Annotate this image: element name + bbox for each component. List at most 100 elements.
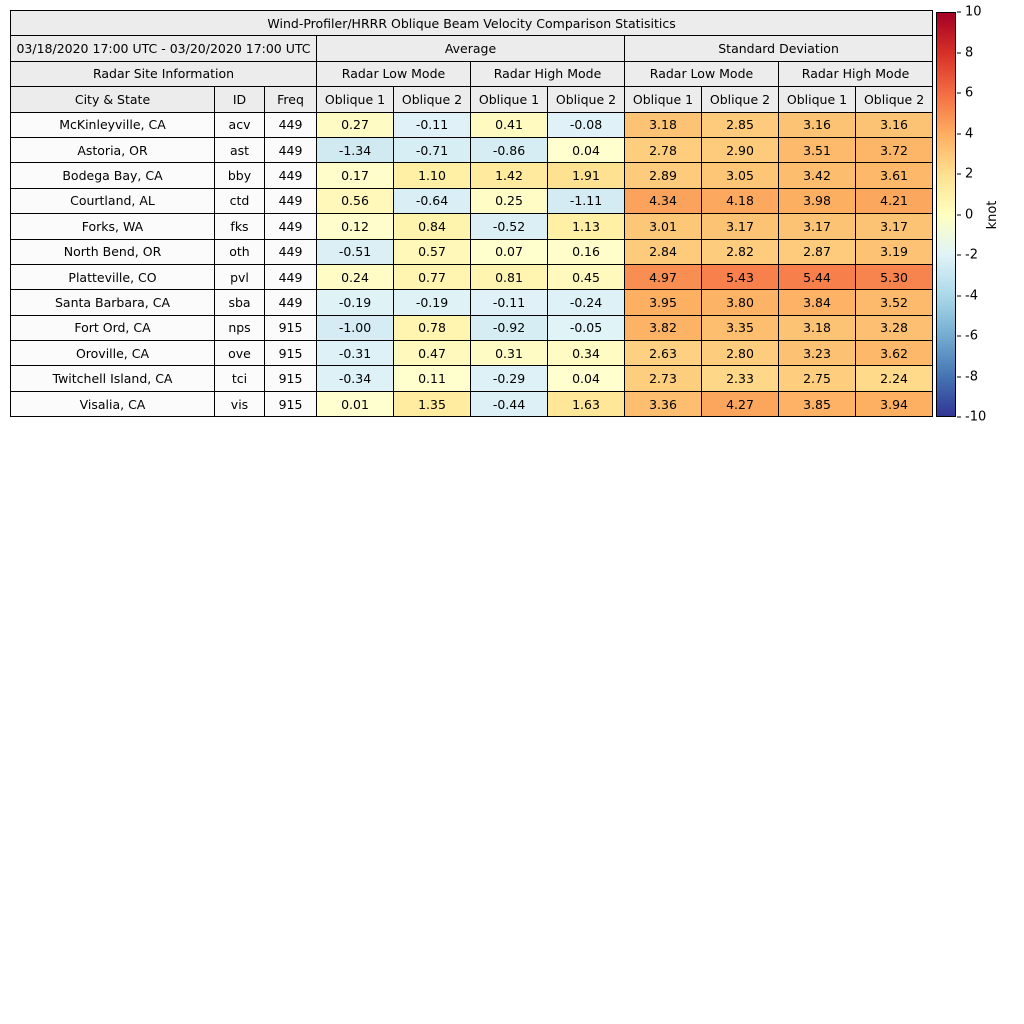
- table-row: Oroville, CA ove 915 -0.31 0.47 0.31 0.34 2.63 2…: [10, 340, 934, 367]
- value-cell: 3.80: [701, 289, 779, 316]
- colorbar-tick-label: -6: [965, 328, 978, 344]
- value-cell: 3.36: [624, 390, 702, 418]
- mode-header-avg-high: Radar High Mode: [470, 60, 625, 88]
- city-cell: Astoria, OR: [10, 136, 215, 164]
- value-cell: 0.34: [547, 340, 625, 367]
- value-cell: 3.35: [701, 314, 779, 342]
- colorbar-tick: 8: [957, 46, 973, 59]
- colorbar-unit-label: knot: [984, 200, 1000, 229]
- colorbar-tick-label: 8: [965, 45, 974, 60]
- value-cell: 2.73: [624, 365, 702, 392]
- value-cell: -0.19: [316, 289, 394, 316]
- value-cell: 3.18: [624, 111, 702, 138]
- value-cell: 3.05: [701, 162, 779, 189]
- colorbar: 10 8 6 4 2 0 -2 -4 -6 -8 -10 knot: [936, 6, 1016, 424]
- value-cell: 0.45: [547, 263, 625, 291]
- value-cell: 1.91: [547, 162, 625, 189]
- colorbar-tick: 2: [957, 168, 973, 181]
- table-row: North Bend, OR oth 449 -0.51 0.57 0.07 0.16 2.8…: [10, 238, 934, 265]
- mode-header-std-high: Radar High Mode: [777, 60, 934, 88]
- value-cell: 5.44: [778, 263, 856, 291]
- colorbar-tick-label: 10: [965, 4, 982, 20]
- colorbar-tick-mark: [957, 376, 961, 377]
- value-cell: 3.16: [778, 111, 856, 138]
- value-cell: 2.24: [854, 365, 934, 392]
- value-cell: -0.44: [470, 390, 548, 418]
- value-cell: 0.16: [547, 238, 625, 265]
- id-cell: bby: [214, 162, 265, 189]
- city-cell: Oroville, CA: [10, 340, 215, 367]
- value-cell: 2.63: [624, 340, 702, 367]
- value-cell: 3.17: [854, 213, 934, 240]
- value-cell: 2.90: [701, 136, 779, 164]
- freq-cell: 915: [264, 314, 317, 342]
- value-cell: -0.52: [470, 213, 548, 240]
- colorbar-tick-label: 4: [965, 126, 974, 141]
- value-cell: 2.85: [701, 111, 779, 138]
- value-cell: 2.80: [701, 340, 779, 367]
- colorbar-tick-label: -8: [965, 369, 978, 384]
- city-cell: North Bend, OR: [10, 238, 215, 265]
- value-cell: 0.57: [393, 238, 471, 265]
- stats-table: Wind-Profiler/HRRR Oblique Beam Velocity…: [9, 9, 934, 418]
- value-cell: 3.95: [624, 289, 702, 316]
- value-cell: 3.84: [778, 289, 856, 316]
- id-cell: nps: [214, 314, 265, 342]
- value-cell: -0.71: [393, 136, 471, 164]
- title-row: Wind-Profiler/HRRR Oblique Beam Velocity…: [9, 9, 934, 37]
- value-cell: 1.42: [470, 162, 548, 189]
- id-cell: ctd: [214, 187, 265, 215]
- value-cell: 3.19: [854, 238, 934, 265]
- colorbar-tick-mark: [957, 335, 961, 337]
- city-cell: Courtland, AL: [10, 187, 215, 215]
- table-row: Platteville, CO pvl 449 0.24 0.77 0.81 0.45 4.9…: [10, 263, 934, 291]
- table-title: Wind-Profiler/HRRR Oblique Beam Velocity…: [9, 9, 934, 37]
- value-cell: 0.01: [316, 390, 394, 418]
- colorbar-tick-mark: [957, 52, 961, 53]
- value-cell: 4.21: [854, 187, 934, 215]
- value-cell: 2.33: [701, 365, 779, 392]
- value-cell: 2.78: [624, 136, 702, 164]
- freq-cell: 915: [264, 340, 317, 367]
- freq-cell: 449: [264, 136, 317, 164]
- city-cell: Bodega Bay, CA: [10, 162, 215, 189]
- value-cell: 4.34: [624, 187, 702, 215]
- value-cell: 1.63: [547, 390, 625, 418]
- freq-cell: 449: [264, 213, 317, 240]
- value-cell: 0.11: [393, 365, 471, 392]
- value-cell: -0.29: [470, 365, 548, 392]
- value-cell: 1.10: [393, 162, 471, 189]
- value-cell: -0.08: [547, 111, 625, 138]
- value-cell: 3.52: [854, 289, 934, 316]
- mode-header-std-low: Radar Low Mode: [624, 60, 779, 88]
- value-cell: -1.00: [316, 314, 394, 342]
- column-header-oblique: Oblique 1: [624, 86, 702, 113]
- value-cell: 0.31: [470, 340, 548, 367]
- freq-cell: 449: [264, 289, 317, 316]
- column-header-id: ID: [214, 86, 265, 113]
- id-cell: vis: [214, 390, 265, 418]
- colorbar-tick-mark: [957, 11, 961, 13]
- colorbar-tick-label: 6: [965, 85, 974, 101]
- value-cell: 0.25: [470, 187, 548, 215]
- value-cell: 0.81: [470, 263, 548, 291]
- value-cell: 3.94: [854, 390, 934, 418]
- city-cell: Forks, WA: [10, 213, 215, 240]
- value-cell: 0.17: [316, 162, 394, 189]
- value-cell: 3.16: [854, 111, 934, 138]
- value-cell: 1.35: [393, 390, 471, 418]
- colorbar-tick-label: -10: [965, 409, 987, 425]
- value-cell: 0.12: [316, 213, 394, 240]
- period-header: 03/18/2020 17:00 UTC - 03/20/2020 17:00 …: [10, 35, 317, 62]
- city-cell: Twitchell Island, CA: [10, 365, 215, 392]
- id-cell: oth: [214, 238, 265, 265]
- id-cell: acv: [214, 111, 265, 138]
- table-row: Astoria, OR ast 449 -1.34 -0.71 -0.86 0.04 2.78…: [10, 136, 934, 164]
- colorbar-tick: 6: [957, 87, 973, 100]
- value-cell: 3.17: [778, 213, 856, 240]
- id-cell: ast: [214, 136, 265, 164]
- value-cell: 0.24: [316, 263, 394, 291]
- freq-cell: 449: [264, 238, 317, 265]
- colorbar-tick-mark: [957, 92, 961, 94]
- value-cell: -0.31: [316, 340, 394, 367]
